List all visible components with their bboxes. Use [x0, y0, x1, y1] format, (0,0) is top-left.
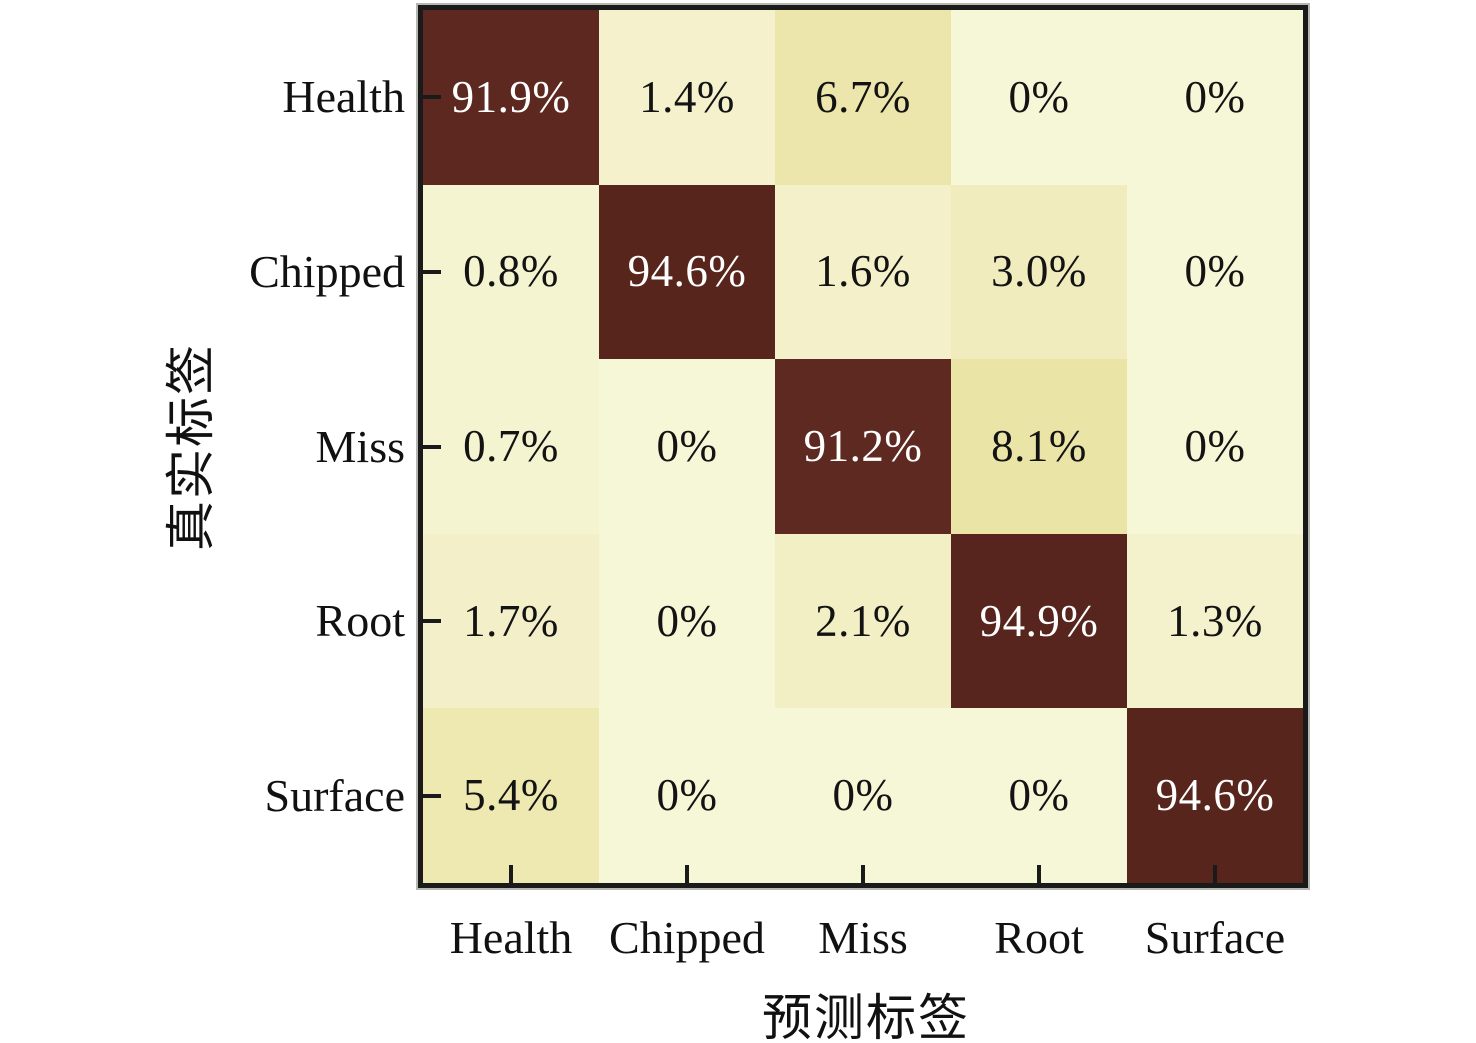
cell-miss-surface: 0% — [1127, 359, 1303, 534]
cell-value: 0% — [656, 420, 718, 471]
x-tick-label-surface: Surface — [1144, 912, 1286, 963]
y-tick-label-surface: Surface — [264, 770, 405, 821]
y-tick-label-miss: Miss — [315, 421, 405, 472]
cell-chipped-health: 0.8% — [423, 184, 599, 360]
cell-miss-chipped: 0% — [599, 359, 775, 534]
cell-root-surface: 1.3% — [1127, 533, 1303, 709]
cell-health-root: 0% — [951, 10, 1127, 185]
cell-value: 6.7% — [815, 71, 911, 122]
cell-value: 91.2% — [803, 420, 923, 471]
x-tick-label-miss: Miss — [818, 912, 908, 963]
x-tick-label-health: Health — [449, 912, 573, 963]
cell-miss-root: 8.1% — [951, 359, 1127, 534]
y-tick-label-chipped: Chipped — [249, 246, 405, 297]
y-tick-label-health: Health — [282, 71, 405, 122]
cell-value: 94.6% — [1155, 770, 1275, 821]
cell-chipped-chipped: 94.6% — [599, 184, 775, 360]
cell-surface-surface: 94.6% — [1127, 708, 1303, 883]
x-axis-tick — [509, 865, 513, 883]
cell-value: 1.3% — [1167, 595, 1263, 646]
cell-chipped-root: 3.0% — [951, 184, 1127, 360]
cell-value: 0% — [1008, 770, 1070, 821]
cell-chipped-miss: 1.6% — [775, 184, 951, 360]
cell-root-root: 94.9% — [951, 533, 1127, 709]
cell-surface-miss: 0% — [775, 708, 951, 883]
x-axis-tick — [1213, 865, 1217, 883]
heatmap-plot: 91.9% 1.4% 6.7% 0% 0% 0.8% 94.6% 1.6% 3.0% 0% 0.7%… — [416, 3, 1310, 890]
cell-miss-health: 0.7% — [423, 359, 599, 534]
cell-value: 94.9% — [979, 595, 1099, 646]
cell-health-surface: 0% — [1127, 10, 1303, 185]
cell-value: 1.7% — [463, 595, 559, 646]
x-axis-tick — [685, 865, 689, 883]
cell-value: 0% — [1008, 71, 1070, 122]
x-tick-label-root: Root — [994, 912, 1084, 963]
y-axis-tick — [423, 793, 441, 798]
cell-surface-chipped: 0% — [599, 708, 775, 883]
cell-value: 8.1% — [991, 420, 1087, 471]
cell-value: 0% — [1184, 246, 1246, 297]
cell-surface-root: 0% — [951, 708, 1127, 883]
cell-value: 0% — [1184, 71, 1246, 122]
cell-value: 1.4% — [639, 71, 735, 122]
x-axis-title: 预测标签 — [762, 990, 970, 1043]
y-axis-tick — [423, 444, 441, 449]
cell-value: 0% — [832, 770, 894, 821]
cell-value: 2.1% — [815, 595, 911, 646]
cell-value: 0% — [1184, 420, 1246, 471]
cell-root-health: 1.7% — [423, 533, 599, 709]
y-axis-tick — [423, 269, 441, 274]
cell-root-chipped: 0% — [599, 533, 775, 709]
cell-value: 1.6% — [815, 246, 911, 297]
cell-value: 0% — [656, 595, 718, 646]
cell-value: 0.8% — [463, 246, 559, 297]
cell-value: 0.7% — [463, 420, 559, 471]
cell-health-health: 91.9% — [423, 10, 599, 185]
cell-value: 0% — [656, 770, 718, 821]
y-axis-tick — [423, 619, 441, 624]
cell-health-miss: 6.7% — [775, 10, 951, 185]
x-tick-label-chipped: Chipped — [609, 912, 765, 963]
cell-surface-health: 5.4% — [423, 708, 599, 883]
cell-health-chipped: 1.4% — [599, 10, 775, 185]
cell-value: 94.6% — [627, 246, 747, 297]
x-axis-tick — [1037, 865, 1041, 883]
cell-value: 5.4% — [463, 770, 559, 821]
x-axis-tick — [861, 865, 865, 883]
cell-root-miss: 2.1% — [775, 533, 951, 709]
y-tick-label-root: Root — [315, 595, 405, 646]
cell-miss-miss: 91.2% — [775, 359, 951, 534]
y-axis-tick — [423, 95, 441, 100]
cell-chipped-surface: 0% — [1127, 184, 1303, 360]
cell-value: 3.0% — [991, 246, 1087, 297]
cell-value: 91.9% — [451, 71, 571, 122]
